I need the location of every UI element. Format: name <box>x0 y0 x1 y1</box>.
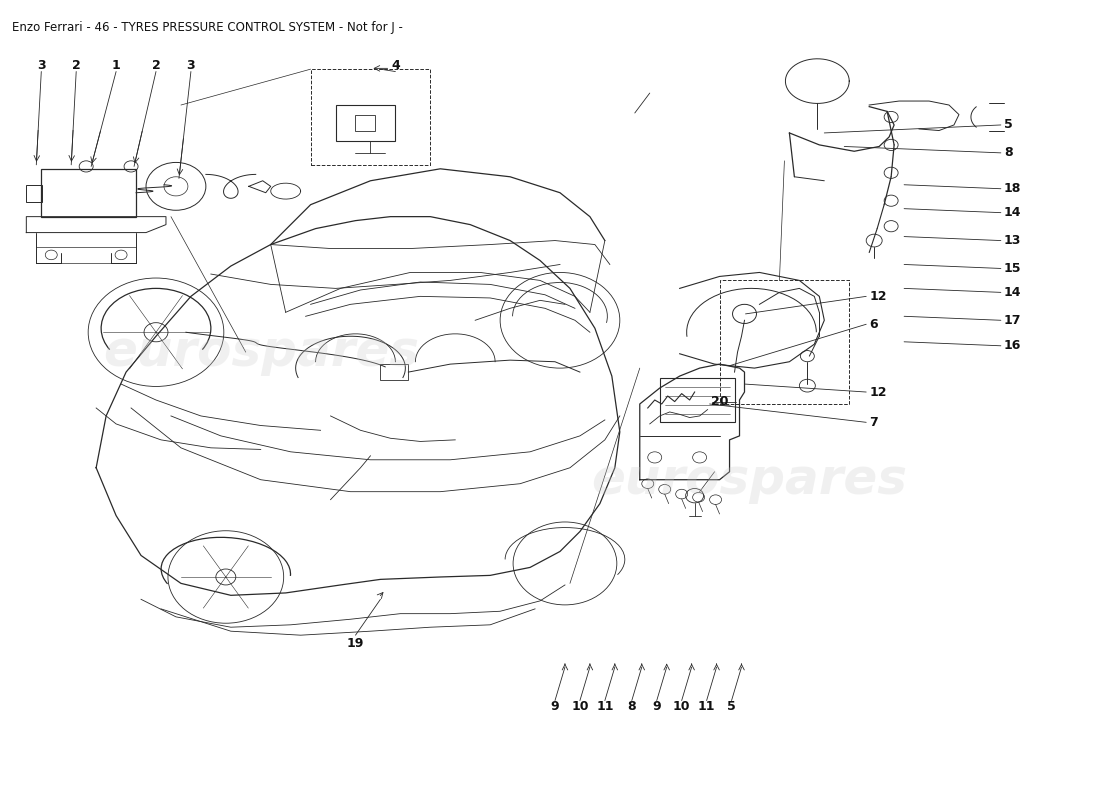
Text: 13: 13 <box>1004 234 1021 247</box>
Text: 19: 19 <box>346 637 364 650</box>
Bar <box>660 378 735 422</box>
Text: 15: 15 <box>1004 262 1022 275</box>
Text: eurospares: eurospares <box>592 456 908 504</box>
Text: 10: 10 <box>673 701 691 714</box>
Text: 1: 1 <box>112 58 121 72</box>
Text: 17: 17 <box>1004 314 1022 326</box>
Text: 9: 9 <box>652 701 661 714</box>
Text: eurospares: eurospares <box>102 328 419 376</box>
Text: 8: 8 <box>1004 146 1012 159</box>
Text: 9: 9 <box>551 701 559 714</box>
Text: 5: 5 <box>1004 118 1013 131</box>
Bar <box>26 185 42 202</box>
Text: 16: 16 <box>1004 339 1021 352</box>
Bar <box>719 281 849 404</box>
Text: 5: 5 <box>727 701 736 714</box>
Text: 2: 2 <box>152 58 161 72</box>
Text: 11: 11 <box>596 701 614 714</box>
Text: Enzo Ferrari - 46 - TYRES PRESSURE CONTROL SYSTEM - Not for J -: Enzo Ferrari - 46 - TYRES PRESSURE CONTR… <box>12 22 404 34</box>
Text: 12: 12 <box>869 290 887 303</box>
Text: 12: 12 <box>869 386 887 398</box>
Text: 18: 18 <box>1004 182 1021 195</box>
Text: 3: 3 <box>187 58 195 72</box>
Text: 4: 4 <box>390 58 399 72</box>
Text: 10: 10 <box>571 701 588 714</box>
Text: 8: 8 <box>627 701 636 714</box>
Text: 2: 2 <box>72 58 80 72</box>
Text: 3: 3 <box>37 58 45 72</box>
Text: 7: 7 <box>869 416 878 429</box>
Text: 14: 14 <box>1004 206 1022 219</box>
Text: 11: 11 <box>697 701 715 714</box>
Text: 6: 6 <box>869 318 878 330</box>
Text: 14: 14 <box>1004 286 1022 299</box>
Bar <box>42 169 136 217</box>
Bar <box>336 105 395 141</box>
Bar <box>381 364 408 380</box>
Bar <box>355 114 375 130</box>
Text: 20: 20 <box>711 395 728 408</box>
